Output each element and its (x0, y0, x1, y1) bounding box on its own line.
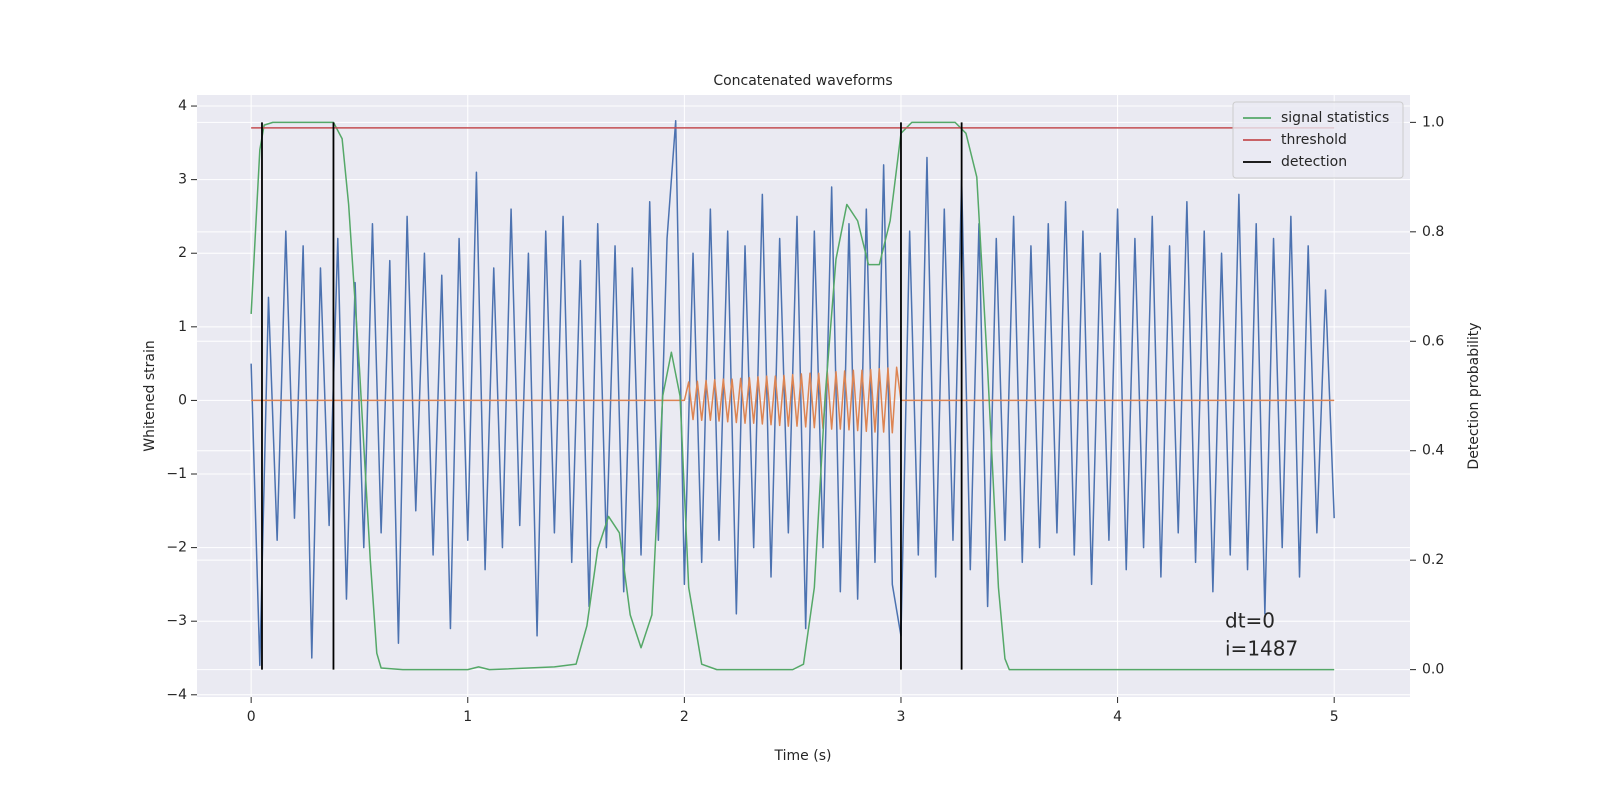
chart-title: Concatenated waveforms (713, 73, 892, 89)
y-tick-label: 1 (178, 319, 187, 335)
legend-label: signal statistics (1281, 110, 1389, 126)
annotation: dt=0 (1225, 609, 1275, 633)
x-tick-label: 2 (680, 709, 689, 725)
y-tick-label: 0 (178, 392, 187, 408)
y-tick-label: −1 (166, 466, 187, 482)
y2-tick-label: 1.0 (1422, 114, 1444, 130)
y2-tick-label: 0.0 (1422, 662, 1444, 678)
x-tick-label: 5 (1330, 709, 1339, 725)
legend: signal statistics threshold detection (1232, 101, 1404, 179)
y2-axis-label: Detection probability (1466, 322, 1482, 469)
legend-label: detection (1281, 154, 1347, 170)
x-tick-label: 0 (247, 709, 256, 725)
y-tick-label: 3 (178, 172, 187, 188)
y-tick-label: −4 (166, 687, 187, 703)
series-line (250, 121, 1335, 671)
annotation: i=1487 (1225, 637, 1298, 661)
series-line (251, 366, 1335, 434)
y-tick-label: 4 (178, 98, 187, 114)
marks (250, 120, 1335, 671)
x-tick-label: 4 (1113, 709, 1122, 725)
x-tick-label: 3 (897, 709, 906, 725)
y-tick-label: 2 (178, 245, 187, 261)
y2-tick-label: 0.6 (1422, 333, 1444, 349)
y2-tick-label: 0.8 (1422, 224, 1444, 240)
y-tick-label: −3 (166, 613, 187, 629)
legend-label: threshold (1281, 132, 1347, 148)
y-axis-label: Whitened strain (142, 340, 158, 451)
y-tick-label: −2 (166, 540, 187, 556)
y2-tick-label: 0.2 (1422, 552, 1444, 568)
legend-box (1232, 101, 1404, 179)
x-axis-label: Time (s) (774, 748, 832, 764)
x-tick-label: 1 (463, 709, 472, 725)
y2-tick-label: 0.4 (1422, 443, 1444, 459)
